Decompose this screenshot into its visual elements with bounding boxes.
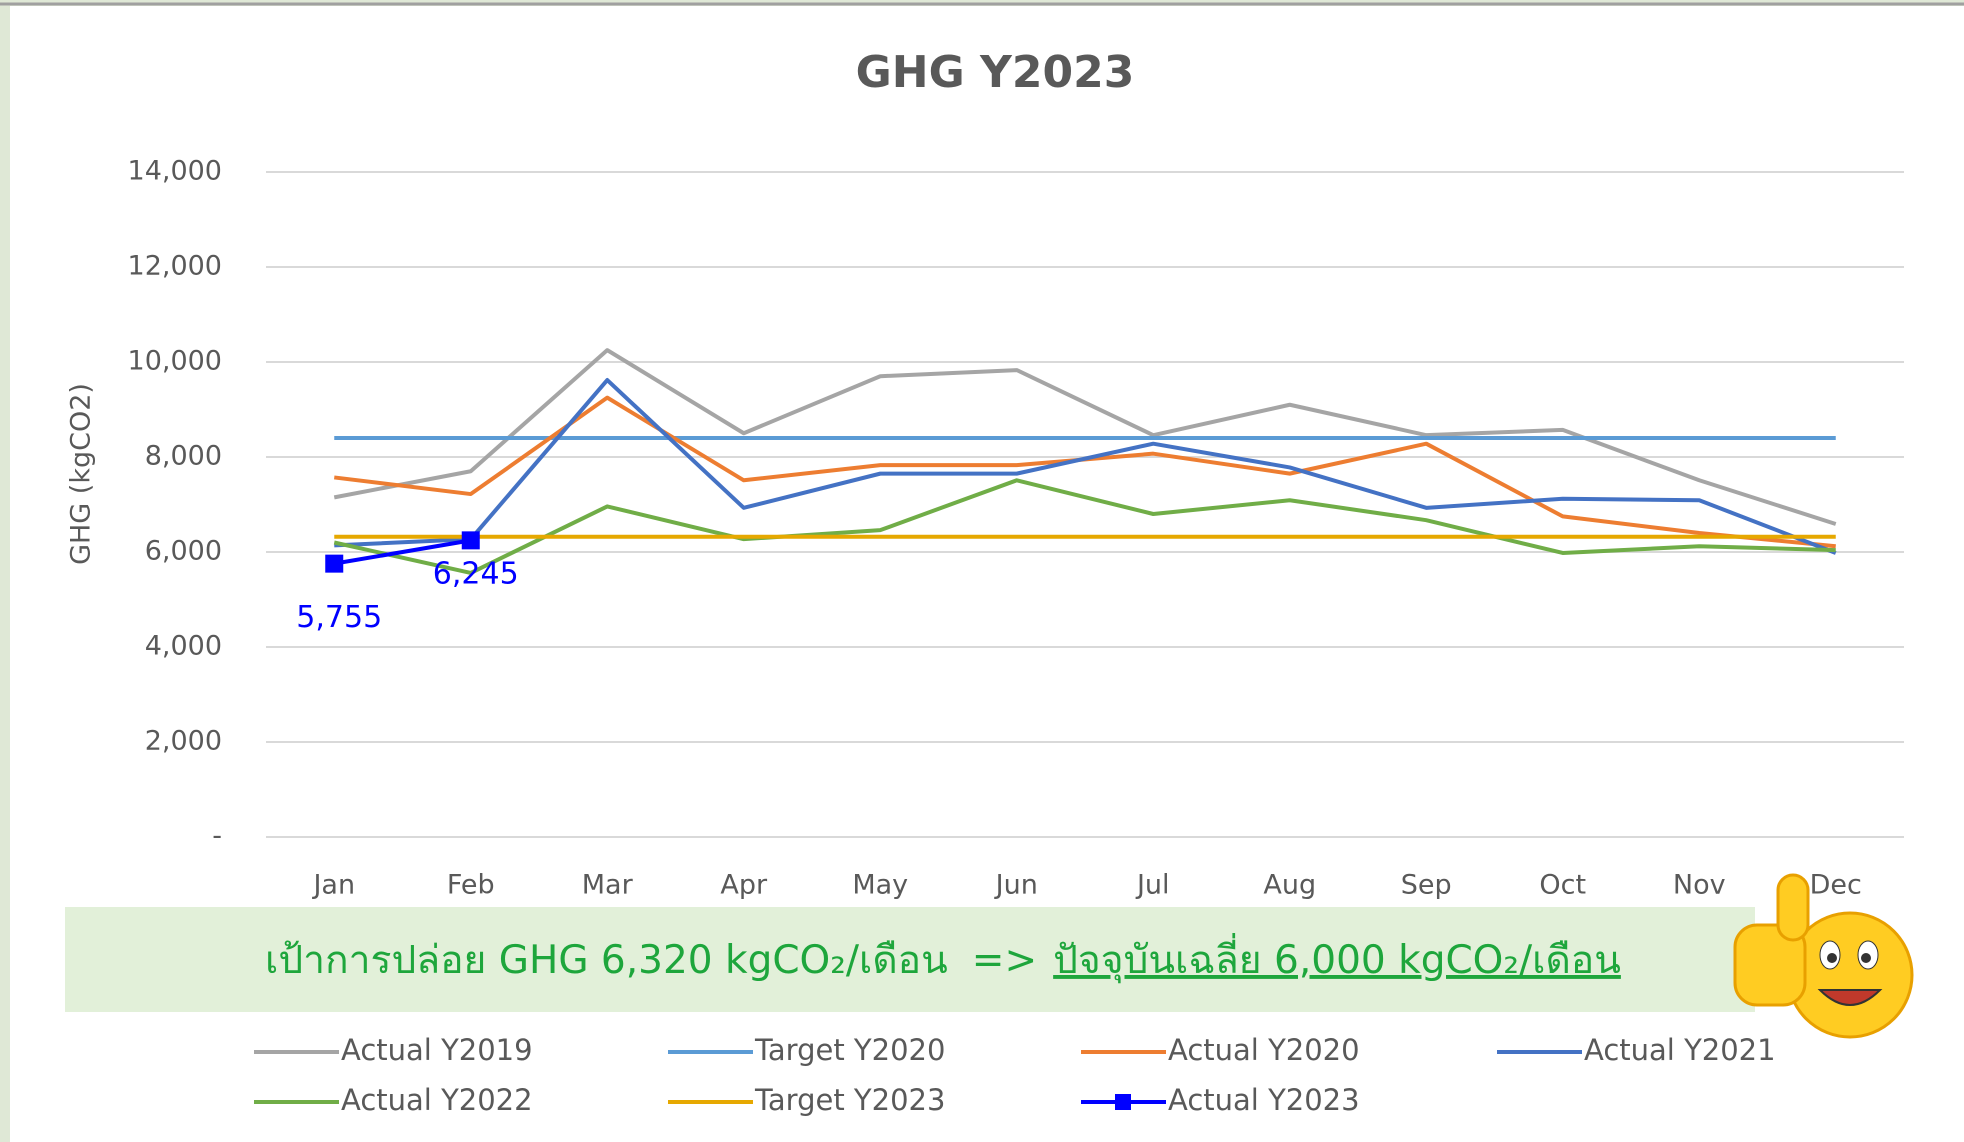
x-tick-label: Jan xyxy=(311,870,355,901)
chart: GHG Y2023 GHG (kgCO2) - 2,000 4,000 6,000 8,… xyxy=(0,0,1964,1142)
y-tick-label: 10,000 xyxy=(128,346,222,377)
y-tick-label: 6,000 xyxy=(145,536,222,567)
y-tick-label: 8,000 xyxy=(145,441,222,472)
x-tick-label: Nov xyxy=(1673,870,1726,901)
y-tick-label: 14,000 xyxy=(128,156,222,187)
point-marker xyxy=(462,531,480,549)
y-tick-label: 12,000 xyxy=(128,251,222,282)
legend-marker xyxy=(1115,1094,1131,1110)
x-tick-label: Jun xyxy=(994,870,1038,901)
x-tick-label: Aug xyxy=(1263,870,1316,901)
legend-label: Actual Y2021 xyxy=(1584,1033,1776,1067)
legend-label: Actual Y2023 xyxy=(1168,1083,1360,1117)
y-tick-label: - xyxy=(212,821,222,852)
x-tick-label: Jul xyxy=(1135,870,1170,901)
y-axis-label: GHG (kgCO2) xyxy=(66,383,97,565)
banner-arrow: => xyxy=(972,938,1037,983)
legend-label: Target Y2020 xyxy=(754,1033,945,1067)
y-tick-label: 2,000 xyxy=(145,726,222,757)
x-tick-label: Dec xyxy=(1810,870,1862,901)
banner-text: เป้าการปล่อย GHG 6,320 kgCO₂/เดือน => ปัจจ… xyxy=(265,933,1621,984)
data-label: 5,755 xyxy=(296,600,382,635)
data-label: 6,245 xyxy=(433,557,519,592)
legend-label: Actual Y2022 xyxy=(341,1083,533,1117)
x-tick-label: May xyxy=(852,870,908,901)
point-marker xyxy=(325,555,343,573)
legend-label: Target Y2023 xyxy=(754,1083,945,1117)
x-tick-label: Mar xyxy=(582,870,634,901)
legend-label: Actual Y2020 xyxy=(1168,1033,1360,1067)
x-tick-label: Apr xyxy=(720,870,768,901)
chart-title: GHG Y2023 xyxy=(856,47,1135,98)
banner-current: ปัจจุบันเฉลี่ย 6,000 kgCO₂/เดือน xyxy=(1053,933,1621,984)
banner-target: เป้าการปล่อย GHG 6,320 kgCO₂/เดือน xyxy=(265,938,948,983)
x-tick-label: Feb xyxy=(447,870,495,901)
y-tick-label: 4,000 xyxy=(145,631,222,662)
x-tick-label: Sep xyxy=(1401,870,1452,901)
legend-label: Actual Y2019 xyxy=(341,1033,533,1067)
x-tick-label: Oct xyxy=(1539,870,1586,901)
